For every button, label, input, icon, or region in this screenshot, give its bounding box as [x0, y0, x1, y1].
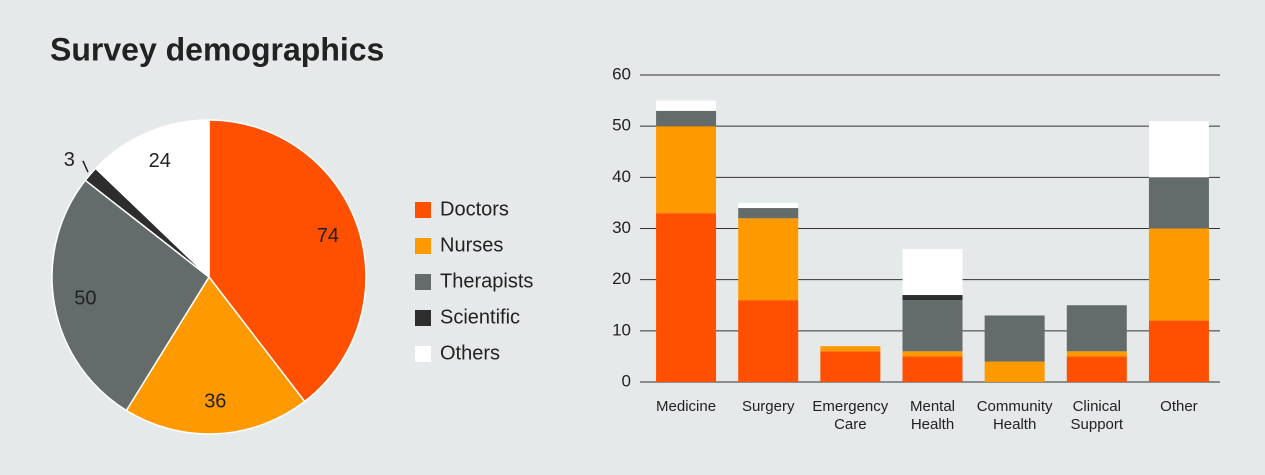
bar-segment — [820, 346, 881, 352]
bar-segment — [984, 315, 1045, 362]
legend-swatch — [415, 274, 431, 290]
pie-label: 24 — [149, 150, 171, 172]
y-tick-label: 20 — [612, 269, 631, 288]
legend-swatch — [415, 202, 431, 218]
bar-segment — [902, 300, 963, 352]
pie-slice — [208, 119, 367, 403]
pie-label: 74 — [317, 225, 339, 247]
bar-segment — [738, 202, 799, 209]
bar-segment — [738, 218, 799, 301]
x-tick-label: Other — [1160, 398, 1198, 415]
bar-segment — [656, 126, 717, 214]
bar-segment — [902, 248, 963, 296]
title: Survey demographics — [50, 31, 384, 67]
legend-swatch — [415, 238, 431, 254]
bar-segment — [1148, 121, 1209, 178]
legend-label: Doctors — [440, 198, 509, 220]
bar-segment — [738, 300, 799, 382]
y-tick-label: 60 — [612, 64, 631, 83]
x-tick-label: Medicine — [656, 398, 717, 415]
bar-segment — [1148, 320, 1209, 382]
bar-segment — [656, 110, 717, 127]
y-tick-label: 30 — [612, 218, 631, 237]
y-tick-label: 0 — [622, 371, 631, 390]
legend-label: Therapists — [440, 270, 533, 292]
x-tick-label: Community Health — [976, 398, 1053, 433]
bar-segment — [1066, 356, 1127, 382]
x-tick-label: Clinical Support — [1070, 398, 1124, 433]
legend-label: Others — [440, 342, 500, 364]
pie-slice — [125, 275, 306, 435]
pie-slice — [94, 119, 210, 279]
pie-label: 36 — [204, 391, 226, 413]
bar-segment — [1066, 305, 1127, 352]
bar-segment — [1148, 228, 1209, 321]
bar-segment — [902, 295, 963, 301]
legend-label: Nurses — [440, 234, 503, 256]
pie-label: 50 — [74, 287, 96, 309]
legend-swatch — [415, 346, 431, 362]
legend-label: Scientific — [440, 306, 520, 328]
y-tick-label: 40 — [612, 167, 631, 186]
y-tick-label: 50 — [612, 116, 631, 135]
bar-segment — [902, 356, 963, 382]
x-tick-label: Emergency Care — [812, 398, 889, 433]
leader-line — [82, 160, 89, 173]
bar-segment — [656, 100, 717, 111]
x-tick-label: Mental Health — [909, 398, 956, 433]
y-tick-label: 10 — [612, 320, 631, 339]
bar-segment — [984, 361, 1045, 382]
bar-segment — [820, 351, 881, 382]
bar-segment — [738, 208, 799, 219]
pie-label: 3 — [64, 149, 75, 171]
pie-slice — [51, 179, 210, 412]
bar-segment — [656, 213, 717, 382]
bar-segment — [902, 351, 963, 357]
bar-segment — [1148, 177, 1209, 229]
legend-swatch — [415, 310, 431, 326]
x-tick-label: Surgery — [741, 398, 795, 415]
bar-segment — [1066, 351, 1127, 357]
